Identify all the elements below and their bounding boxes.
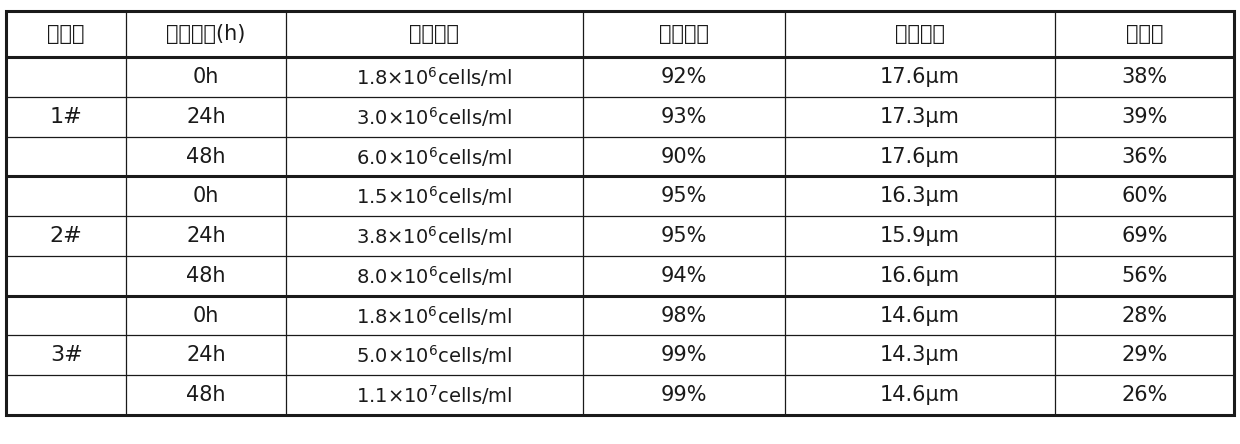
Text: 24h: 24h — [186, 226, 226, 246]
Text: 38%: 38% — [1121, 67, 1168, 87]
Text: 99%: 99% — [661, 345, 707, 365]
Text: 17.3μm: 17.3μm — [880, 107, 960, 127]
Text: 15.9μm: 15.9μm — [880, 226, 960, 246]
Text: 1.8×10$^{6}$cells/ml: 1.8×10$^{6}$cells/ml — [356, 304, 512, 328]
Text: 5.0×10$^{6}$cells/ml: 5.0×10$^{6}$cells/ml — [356, 343, 513, 367]
Text: 36%: 36% — [1121, 147, 1168, 166]
Text: 1.8×10$^{6}$cells/ml: 1.8×10$^{6}$cells/ml — [356, 65, 512, 89]
Text: 60%: 60% — [1121, 186, 1168, 206]
Text: 17.6μm: 17.6μm — [880, 67, 960, 87]
Text: 16.3μm: 16.3μm — [880, 186, 960, 206]
Text: 2#: 2# — [50, 226, 83, 246]
Text: 细胞密度: 细胞密度 — [409, 24, 460, 44]
Text: 98%: 98% — [661, 305, 707, 325]
Text: 99%: 99% — [661, 385, 707, 405]
Text: 培养时间(h): 培养时间(h) — [166, 24, 246, 44]
Text: 1#: 1# — [50, 107, 83, 127]
Text: 39%: 39% — [1121, 107, 1168, 127]
Text: 平均直径: 平均直径 — [895, 24, 945, 44]
Text: 17.6μm: 17.6μm — [880, 147, 960, 166]
Text: 16.6μm: 16.6μm — [880, 266, 960, 286]
Text: 93%: 93% — [661, 107, 707, 127]
Text: 0h: 0h — [193, 67, 219, 87]
Text: 细胞活率: 细胞活率 — [660, 24, 709, 44]
Text: 3.8×10$^{6}$cells/ml: 3.8×10$^{6}$cells/ml — [356, 224, 512, 248]
Text: 24h: 24h — [186, 107, 226, 127]
Text: 95%: 95% — [661, 186, 707, 206]
Text: 90%: 90% — [661, 147, 707, 166]
Text: 1.5×10$^{6}$cells/ml: 1.5×10$^{6}$cells/ml — [356, 184, 513, 208]
Text: 14.3μm: 14.3μm — [880, 345, 960, 365]
Text: 92%: 92% — [661, 67, 707, 87]
Text: 0h: 0h — [193, 305, 219, 325]
Text: 94%: 94% — [661, 266, 707, 286]
Text: 48h: 48h — [186, 147, 226, 166]
Text: 69%: 69% — [1121, 226, 1168, 246]
Text: 0h: 0h — [193, 186, 219, 206]
Text: 56%: 56% — [1121, 266, 1168, 286]
Text: 3#: 3# — [50, 345, 83, 365]
Text: 29%: 29% — [1121, 345, 1168, 365]
Text: 24h: 24h — [186, 345, 226, 365]
Text: 48h: 48h — [186, 266, 226, 286]
Text: 3.0×10$^{6}$cells/ml: 3.0×10$^{6}$cells/ml — [356, 105, 513, 129]
Text: 28%: 28% — [1121, 305, 1168, 325]
Text: 95%: 95% — [661, 226, 707, 246]
Text: 结团率: 结团率 — [1126, 24, 1163, 44]
Text: 26%: 26% — [1121, 385, 1168, 405]
Text: 8.0×10$^{6}$cells/ml: 8.0×10$^{6}$cells/ml — [356, 264, 513, 288]
Text: 48h: 48h — [186, 385, 226, 405]
Text: 培养基: 培养基 — [47, 24, 86, 44]
Text: 6.0×10$^{6}$cells/ml: 6.0×10$^{6}$cells/ml — [356, 145, 513, 169]
Text: 14.6μm: 14.6μm — [880, 385, 960, 405]
Text: 1.1×10$^{7}$cells/ml: 1.1×10$^{7}$cells/ml — [356, 383, 513, 407]
Text: 14.6μm: 14.6μm — [880, 305, 960, 325]
